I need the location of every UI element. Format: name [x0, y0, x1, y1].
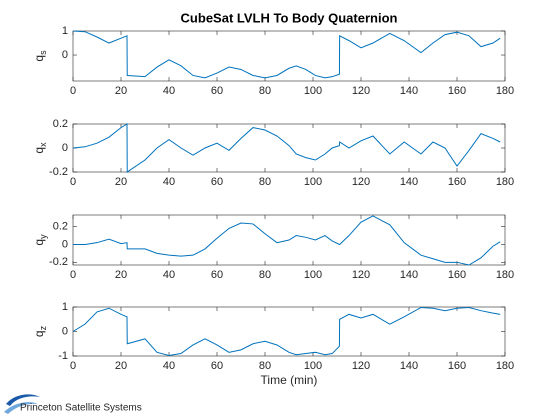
y-axis-label: qy — [32, 234, 48, 246]
x-tick-label: 80 — [259, 360, 271, 372]
y-axis-label-base: q — [32, 330, 46, 337]
y-tick-label: -1 — [58, 350, 68, 362]
x-tick-label: 80 — [259, 269, 271, 281]
x-tick-label: 140 — [400, 360, 418, 372]
x-tick-label: 160 — [448, 360, 466, 372]
x-tick-label: 180 — [496, 176, 514, 188]
x-tick-label: 100 — [304, 85, 322, 97]
data-line — [72, 123, 501, 173]
x-tick-label: 180 — [496, 85, 514, 97]
x-tick-label: 0 — [70, 85, 76, 97]
x-tick-label: 80 — [259, 85, 271, 97]
x-tick-label: 40 — [163, 269, 175, 281]
axes-box — [72, 306, 506, 357]
x-tick-label: 60 — [211, 269, 223, 281]
x-tick-label: 40 — [163, 85, 175, 97]
y-tick-label: 0 — [62, 142, 68, 154]
logo-text: Princeton Satellite Systems — [20, 403, 142, 414]
data-line — [72, 306, 501, 357]
x-tick-label: 80 — [259, 176, 271, 188]
y-axis-label: qs — [32, 50, 48, 62]
x-tick-label: 40 — [163, 176, 175, 188]
x-tick-label: 60 — [211, 176, 223, 188]
x-tick-label: 20 — [115, 360, 127, 372]
y-tick-label: 0.2 — [53, 118, 68, 130]
y-tick-label: -0.2 — [49, 166, 68, 178]
y-axis-label: qx — [32, 142, 48, 154]
x-tick-label: 40 — [163, 360, 175, 372]
logo-swoosh — [4, 402, 38, 414]
x-tick-label: 20 — [115, 269, 127, 281]
x-tick-label: 100 — [304, 360, 322, 372]
y-axis-label-subscript: x — [38, 142, 48, 147]
x-tick-label: 120 — [352, 269, 370, 281]
x-tick-label: 60 — [211, 85, 223, 97]
y-tick-label: 1 — [62, 25, 68, 37]
x-tick-label: 140 — [400, 176, 418, 188]
x-tick-label: 0 — [70, 360, 76, 372]
y-axis-label-base: q — [32, 239, 46, 246]
x-tick-label: 160 — [448, 176, 466, 188]
data-line — [72, 30, 501, 79]
y-tick-label: 0 — [62, 49, 68, 61]
x-tick-label: 180 — [496, 269, 514, 281]
x-tick-label: 0 — [70, 176, 76, 188]
x-tick-label: 100 — [304, 269, 322, 281]
x-tick-label: 140 — [400, 85, 418, 97]
chart-title: CubeSat LVLH To Body Quaternion — [181, 10, 398, 25]
y-axis-label-subscript: s — [38, 50, 48, 55]
x-tick-label: 120 — [352, 85, 370, 97]
data-line — [73, 215, 501, 266]
y-tick-label: 0.2 — [53, 221, 68, 233]
y-tick-label: 0 — [62, 238, 68, 250]
x-tick-label: 140 — [400, 269, 418, 281]
x-tick-label: 120 — [352, 176, 370, 188]
x-axis-label: Time (min) — [261, 373, 318, 387]
y-axis-label: qz — [32, 325, 48, 337]
y-axis-label-subscript: y — [38, 234, 48, 239]
x-tick-label: 180 — [496, 360, 514, 372]
x-tick-label: 0 — [70, 269, 76, 281]
x-tick-label: 20 — [115, 176, 127, 188]
x-tick-label: 160 — [448, 85, 466, 97]
x-tick-label: 160 — [448, 269, 466, 281]
y-axis-label-base: q — [32, 147, 46, 154]
logo-swoosh — [6, 394, 40, 406]
x-tick-label: 20 — [115, 85, 127, 97]
y-tick-label: -0.2 — [49, 256, 68, 268]
x-tick-label: 100 — [304, 176, 322, 188]
axes-box — [72, 30, 506, 82]
y-axis-label-subscript: z — [38, 325, 48, 330]
x-tick-label: 60 — [211, 360, 223, 372]
y-tick-label: 1 — [62, 301, 68, 313]
y-axis-label-base: q — [32, 55, 46, 62]
y-tick-label: 0 — [62, 325, 68, 337]
x-tick-label: 120 — [352, 360, 370, 372]
